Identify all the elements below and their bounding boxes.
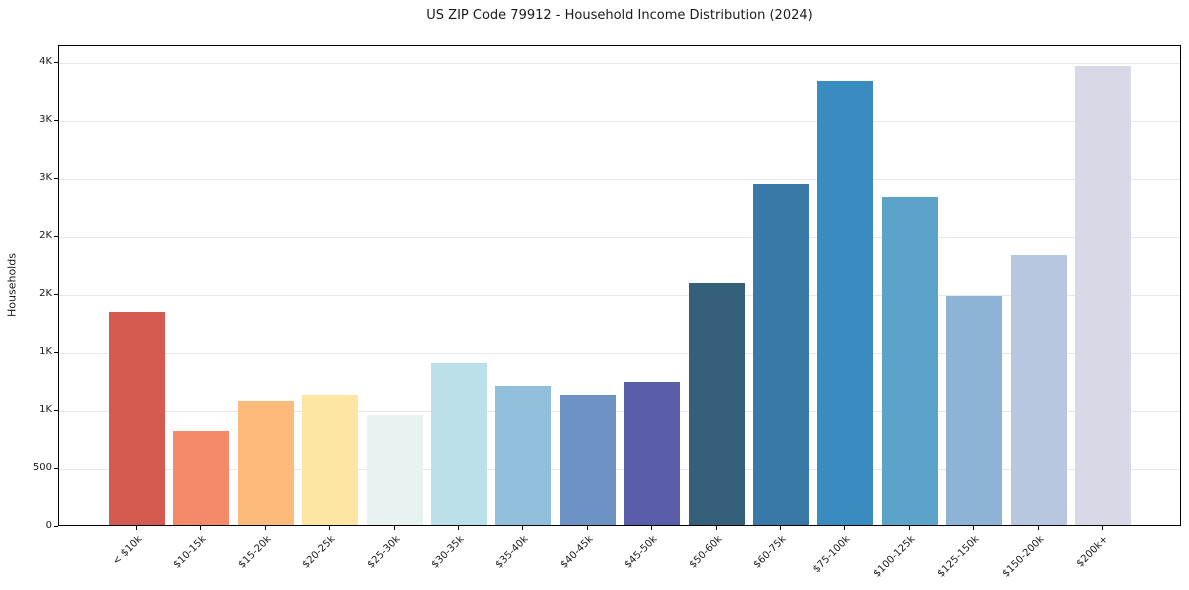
y-tick-label: 1K (39, 404, 52, 416)
bar-4 (302, 395, 359, 525)
x-tick-mark (264, 526, 266, 530)
gridline (59, 178, 1180, 180)
x-tick-mark (780, 526, 781, 530)
gridline (59, 410, 1180, 412)
y-tick-mark (54, 120, 58, 122)
y-tick-mark (54, 352, 58, 354)
bar-14 (946, 295, 1003, 525)
x-tick-label: < $10k (110, 533, 145, 568)
bar-7 (495, 385, 552, 525)
bar-15 (1010, 254, 1067, 525)
x-tick-mark (586, 526, 588, 530)
x-tick-mark (393, 526, 395, 530)
gridline (59, 352, 1180, 354)
bar-10 (688, 282, 745, 525)
bar-5 (366, 414, 423, 525)
y-tick-label: 2K (39, 288, 52, 300)
y-tick-mark (54, 468, 58, 470)
y-tick-mark (54, 294, 58, 296)
x-tick-mark (651, 526, 653, 530)
gridline (59, 294, 1180, 296)
bar-6 (431, 362, 487, 525)
y-tick-label: 500 (32, 462, 52, 474)
chart-title: US ZIP Code 79912 - Household Income Dis… (426, 8, 813, 23)
x-tick-mark (908, 526, 910, 530)
bar-2 (173, 431, 230, 525)
x-tick-mark (1037, 526, 1039, 530)
bar-9 (624, 382, 681, 525)
bar-16 (1075, 66, 1131, 525)
bar-12 (817, 81, 874, 525)
x-tick-mark (844, 526, 846, 530)
y-tick-label: 3K (39, 114, 52, 126)
x-tick-mark (200, 526, 202, 530)
y-tick-mark (54, 236, 58, 238)
y-tick-mark (54, 62, 58, 64)
bar-1 (109, 311, 165, 525)
y-tick-mark (54, 178, 58, 180)
y-tick-label: 3K (39, 172, 52, 184)
bar-3 (237, 400, 294, 525)
plot-area (58, 45, 1181, 526)
y-tick-label: 0 (45, 520, 52, 531)
bar-13 (881, 197, 938, 525)
y-tick-label: 4K (39, 56, 52, 68)
y-tick-mark (54, 410, 58, 412)
bar-11 (753, 184, 809, 525)
gridline (59, 62, 1180, 64)
x-tick-mark (136, 526, 137, 530)
y-tick-label: 1K (39, 346, 52, 358)
x-tick-mark (715, 526, 717, 530)
gridline (59, 120, 1180, 122)
x-tick-mark (458, 526, 459, 530)
x-tick-mark (1102, 526, 1103, 530)
x-tick-mark (973, 526, 975, 530)
bar-8 (559, 395, 616, 525)
y-tick-mark (54, 526, 58, 527)
x-tick-mark (329, 526, 331, 530)
gridline (59, 236, 1180, 238)
y-tick-label: 2K (39, 230, 52, 242)
x-tick-mark (522, 526, 524, 530)
gridline (59, 468, 1180, 470)
